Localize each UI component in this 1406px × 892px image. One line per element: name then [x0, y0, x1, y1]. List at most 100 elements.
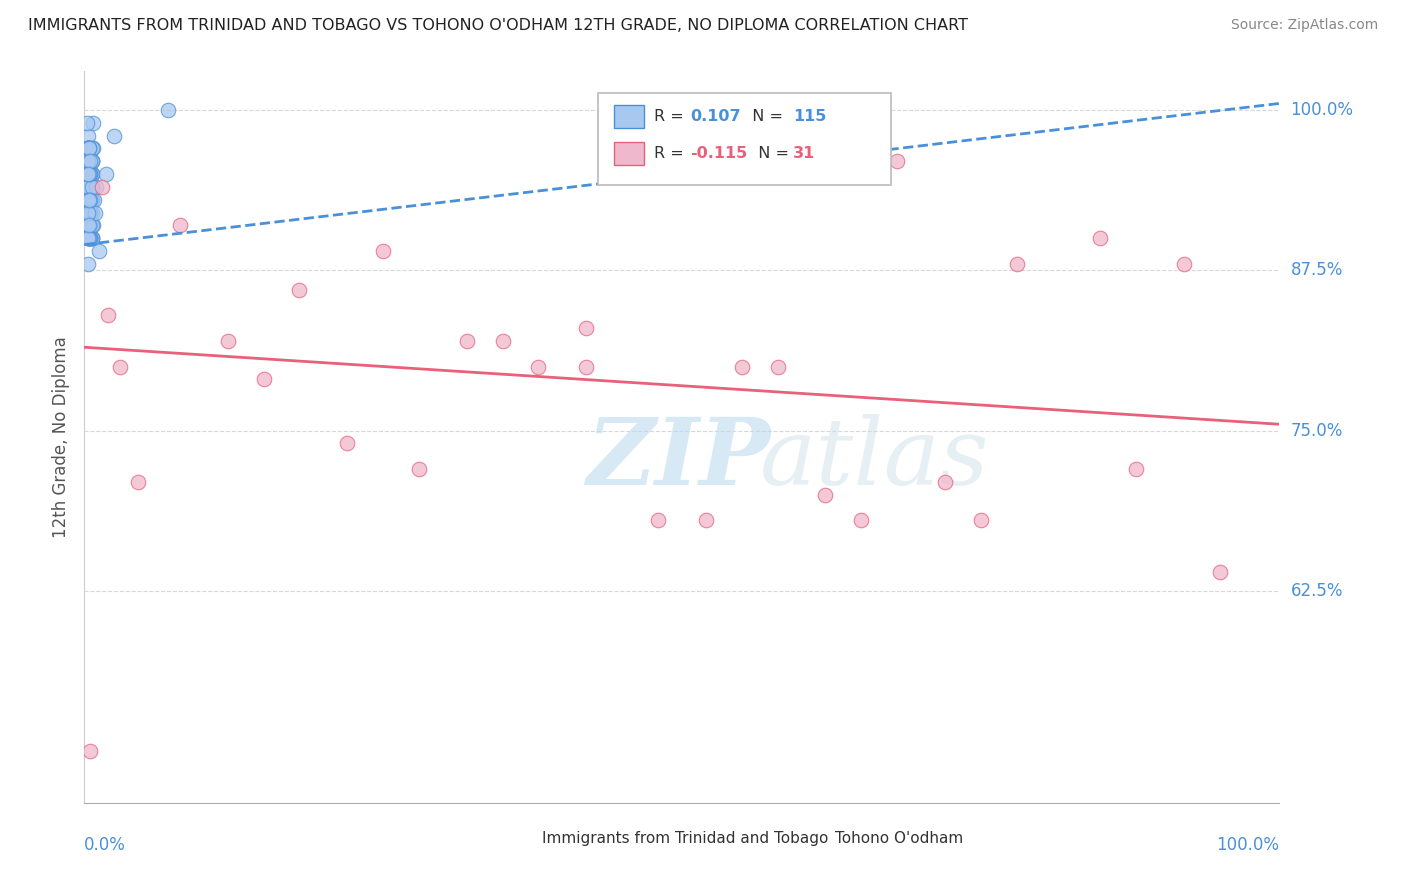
Point	[80, 193, 103, 207]
Point	[77, 193, 100, 207]
Point	[373, 244, 395, 258]
Point	[79, 179, 101, 194]
Point	[103, 128, 125, 143]
Text: atlas: atlas	[759, 414, 988, 504]
Point	[77, 167, 100, 181]
Point	[814, 488, 837, 502]
Text: -0.115: -0.115	[690, 145, 748, 161]
FancyBboxPatch shape	[801, 830, 828, 847]
Point	[80, 154, 103, 169]
Point	[80, 193, 103, 207]
Point	[527, 359, 550, 374]
Point	[79, 167, 101, 181]
Point	[1209, 565, 1232, 579]
Point	[79, 193, 101, 207]
Point	[77, 219, 100, 233]
Point	[288, 283, 311, 297]
Point	[157, 103, 180, 117]
Point	[77, 167, 100, 181]
Point	[77, 219, 100, 233]
Point	[77, 167, 100, 181]
Point	[79, 231, 101, 245]
Text: 100.0%: 100.0%	[1216, 836, 1279, 854]
Point	[77, 193, 100, 207]
Point	[80, 205, 103, 219]
Text: Source: ZipAtlas.com: Source: ZipAtlas.com	[1230, 18, 1378, 32]
Point	[851, 514, 873, 528]
Point	[77, 231, 100, 245]
Point	[77, 193, 100, 207]
Point	[77, 219, 100, 233]
Point	[80, 219, 103, 233]
Point	[77, 141, 100, 155]
Point	[86, 179, 108, 194]
Point	[79, 744, 101, 758]
Point	[77, 193, 100, 207]
Point	[77, 128, 100, 143]
Point	[80, 154, 103, 169]
Point	[766, 359, 789, 374]
Text: Immigrants from Trinidad and Tobago: Immigrants from Trinidad and Tobago	[543, 831, 828, 847]
Point	[79, 167, 101, 181]
Point	[77, 179, 100, 194]
Point	[79, 205, 101, 219]
Point	[77, 205, 100, 219]
Point	[79, 193, 101, 207]
Point	[79, 141, 101, 155]
Point	[77, 167, 100, 181]
Point	[77, 154, 100, 169]
Point	[77, 205, 100, 219]
Point	[79, 205, 101, 219]
Point	[79, 154, 101, 169]
Point	[77, 167, 100, 181]
Point	[79, 167, 101, 181]
Point	[1173, 257, 1195, 271]
Point	[80, 231, 103, 245]
Point	[77, 219, 100, 233]
Point	[79, 193, 101, 207]
Point	[575, 321, 598, 335]
Point	[77, 205, 100, 219]
Point	[77, 141, 100, 155]
Point	[77, 179, 100, 194]
Point	[77, 167, 100, 181]
Point	[82, 219, 104, 233]
Point	[647, 514, 669, 528]
Text: 0.107: 0.107	[690, 109, 741, 124]
Point	[77, 193, 100, 207]
Point	[80, 167, 103, 181]
Text: 75.0%: 75.0%	[1291, 422, 1343, 440]
Point	[80, 193, 103, 207]
Point	[1090, 231, 1112, 245]
Point	[82, 141, 104, 155]
Point	[970, 514, 993, 528]
Text: 31: 31	[793, 145, 815, 161]
Text: N =: N =	[748, 145, 794, 161]
Point	[77, 219, 100, 233]
Point	[80, 179, 103, 194]
Point	[77, 193, 100, 207]
Point	[77, 219, 100, 233]
Point	[77, 193, 100, 207]
Point	[77, 154, 100, 169]
Point	[77, 205, 100, 219]
Point	[80, 154, 103, 169]
Point	[575, 359, 598, 374]
Point	[77, 219, 100, 233]
Point	[79, 193, 101, 207]
Point	[77, 193, 100, 207]
Text: R =: R =	[654, 109, 689, 124]
Point	[77, 205, 100, 219]
Point	[456, 334, 478, 348]
Point	[77, 193, 100, 207]
Point	[77, 205, 100, 219]
Text: N =: N =	[742, 109, 787, 124]
Text: 115: 115	[793, 109, 827, 124]
Point	[77, 167, 100, 181]
Point	[77, 141, 100, 155]
Point	[77, 167, 100, 181]
Point	[253, 372, 276, 386]
Text: Tohono O'odham: Tohono O'odham	[835, 831, 963, 847]
Point	[77, 167, 100, 181]
Text: 62.5%: 62.5%	[1291, 582, 1343, 600]
